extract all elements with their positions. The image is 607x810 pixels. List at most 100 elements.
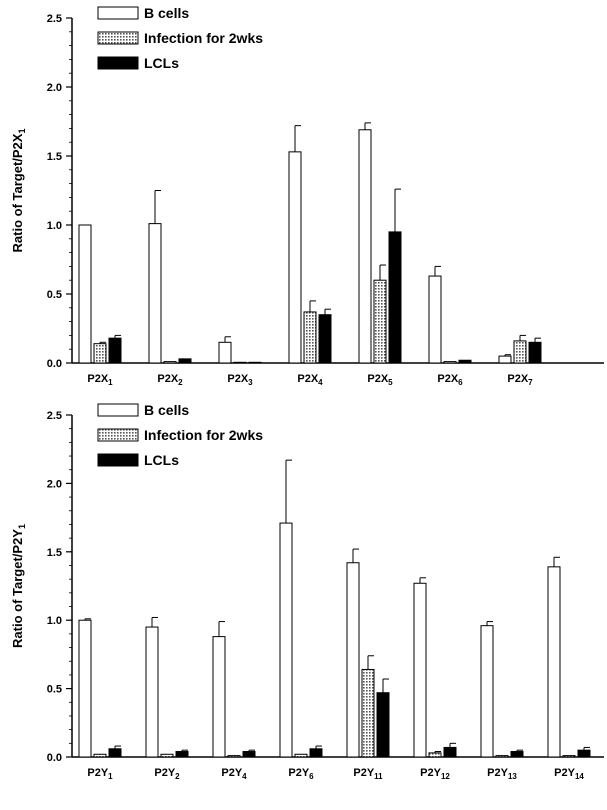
- bar: [528, 341, 542, 364]
- bar: [376, 692, 390, 758]
- x-tick-label-subscript: 11: [374, 772, 383, 781]
- bar: [318, 314, 332, 364]
- bar: [443, 361, 457, 364]
- x-tick-label-subscript: 12: [441, 772, 450, 781]
- bar: [495, 755, 509, 758]
- legend-label: B cells: [144, 5, 189, 21]
- bar: [547, 566, 561, 758]
- x-tick-label: P2X5: [367, 373, 393, 387]
- x-tick-label-subscript: 3: [248, 378, 253, 387]
- x-tick-label: P2Y1: [87, 767, 113, 781]
- legend-label: Infection for 2wks: [144, 30, 263, 46]
- bar: [212, 636, 226, 758]
- y-axis-label: Ratio of Target/P2Y1: [10, 524, 27, 648]
- x-tick-label: P2Y4: [221, 767, 247, 781]
- x-tick-label-subscript: 2: [175, 772, 180, 781]
- x-tick-label: P2X7: [507, 373, 533, 387]
- y-tick-label: 2.0: [47, 82, 62, 94]
- bar: [108, 748, 122, 758]
- bar: [78, 224, 92, 364]
- y-tick-label: 0.5: [47, 289, 62, 301]
- bar: [358, 129, 372, 364]
- bar: [303, 311, 317, 364]
- bar: [233, 361, 247, 364]
- x-tick-label: P2Y11: [353, 767, 383, 781]
- x-tick-label: P2Y2: [154, 767, 180, 781]
- bar: [160, 753, 174, 758]
- bar: [218, 341, 232, 364]
- legend-swatch: [97, 56, 139, 70]
- y-tick-label: 2.5: [47, 13, 62, 25]
- bar: [513, 340, 527, 364]
- bar: [458, 359, 472, 364]
- bar: [148, 223, 162, 364]
- bar: [242, 751, 256, 758]
- y-tick-label: 0.5: [47, 684, 62, 696]
- y-tick-label: 0.0: [47, 752, 62, 764]
- x-tick-label-subscript: 14: [575, 772, 584, 781]
- y-tick-label: 2.5: [47, 410, 62, 422]
- x-tick-label-subscript: 4: [242, 772, 247, 781]
- bar: [309, 748, 323, 758]
- x-tick-label: P2Y14: [554, 767, 584, 781]
- x-tick-label: P2X4: [297, 373, 323, 387]
- y-tick-label: 0.0: [47, 358, 62, 370]
- y-axis-label: Ratio of Target/P2X1: [10, 129, 27, 253]
- x-tick-label-subscript: 6: [458, 378, 463, 387]
- x-tick-label-subscript: 6: [309, 772, 314, 781]
- legend-swatch: [97, 31, 139, 45]
- bar: [248, 361, 262, 364]
- bar: [93, 343, 107, 364]
- legend-label: LCLs: [144, 55, 179, 71]
- x-tick-label-subscript: 2: [178, 378, 183, 387]
- x-tick-label-subscript: 1: [108, 378, 113, 387]
- y-tick-label: 1.0: [47, 220, 62, 232]
- bar: [361, 668, 375, 758]
- x-tick-label: P2X1: [87, 373, 113, 387]
- x-tick-label: P2Y12: [420, 767, 450, 781]
- bar: [346, 562, 360, 758]
- bar: [294, 753, 308, 758]
- bar: [428, 275, 442, 364]
- x-tick-label: P2X2: [157, 373, 183, 387]
- legend-label: LCLs: [144, 452, 179, 468]
- legend-label: B cells: [144, 402, 189, 418]
- legend-label: Infection for 2wks: [144, 427, 263, 443]
- y-tick-label: 1.5: [47, 547, 62, 559]
- bar: [288, 151, 302, 364]
- bar: [175, 751, 189, 758]
- x-tick-label-subscript: 7: [528, 378, 533, 387]
- bar: [78, 619, 92, 758]
- x-tick-label-subscript: 13: [508, 772, 517, 781]
- x-tick-label: P2Y13: [487, 767, 517, 781]
- y-tick-label: 1.0: [47, 615, 62, 627]
- bar: [510, 751, 524, 758]
- legend-swatch: [97, 403, 139, 417]
- bar: [498, 355, 512, 364]
- x-tick-label-subscript: 1: [108, 772, 113, 781]
- x-tick-label-subscript: 5: [388, 378, 393, 387]
- bar: [428, 752, 442, 758]
- bar: [388, 231, 402, 364]
- x-tick-label-subscript: 4: [318, 378, 323, 387]
- bar: [93, 753, 107, 758]
- bar: [413, 582, 427, 758]
- legend-swatch: [97, 6, 139, 20]
- bar: [480, 625, 494, 758]
- x-tick-label: P2X3: [227, 373, 253, 387]
- bar: [145, 626, 159, 758]
- bar: [443, 746, 457, 758]
- bar: [227, 755, 241, 758]
- bar: [178, 358, 192, 364]
- bar: [373, 279, 387, 364]
- y-axis-label-subscript: 1: [17, 524, 27, 529]
- chart-panel-1: 0.0 0.5 1.0 1.5 2.0 2.5 Ratio of Target/P2X1 P2…: [10, 5, 604, 387]
- legend-swatch: [97, 428, 139, 442]
- bar: [108, 337, 122, 364]
- chart-panel-2: 0.0 0.5 1.0 1.5 2.0 2.5 Ratio of Target/P2Y1 P2…: [10, 402, 604, 781]
- bar: [562, 755, 576, 758]
- y-axis-label-subscript: 1: [17, 129, 27, 134]
- bar: [279, 522, 293, 758]
